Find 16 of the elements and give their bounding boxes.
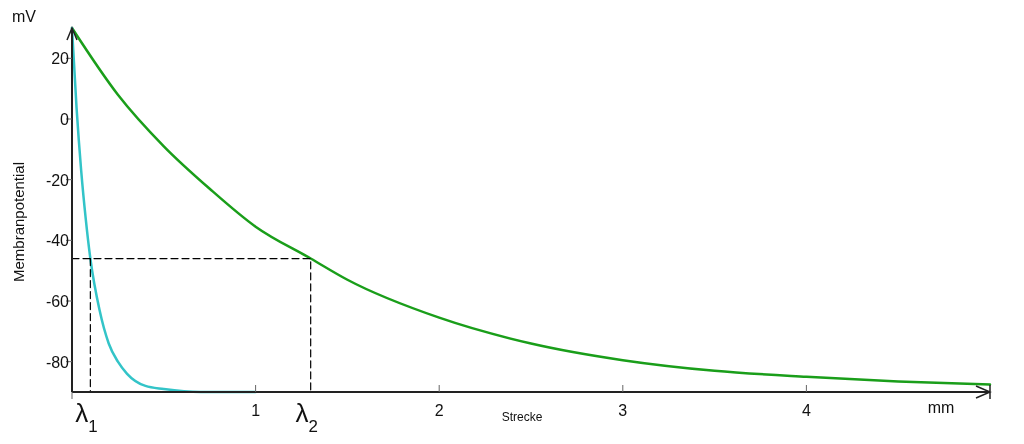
x-axis-title: Strecke <box>501 410 543 424</box>
y-tick-label: -40 <box>45 232 70 250</box>
x-tick-label: 2 <box>434 402 444 419</box>
x-tick-label: 3 <box>618 402 628 419</box>
x-tick-label: 1 <box>251 402 261 419</box>
y-tick-label: 0 <box>60 111 70 128</box>
annotation: λ$_{1}$ <box>75 398 98 436</box>
y-tick-label: -80 <box>45 353 70 371</box>
text: mV <box>12 8 37 25</box>
annotation: λ$_{2}$ <box>295 398 318 436</box>
x-tick-label: 4 <box>801 402 811 419</box>
y-tick-label: -20 <box>45 171 70 189</box>
y-axis-title: Membranpotential <box>10 161 27 283</box>
text: mm <box>927 399 955 416</box>
y-tick-label: -60 <box>45 293 70 310</box>
y-tick-label: 20 <box>51 50 70 68</box>
